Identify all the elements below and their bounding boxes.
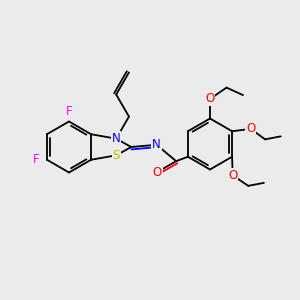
Text: N: N <box>152 138 161 151</box>
Text: F: F <box>66 104 72 118</box>
Text: O: O <box>246 122 255 135</box>
Text: O: O <box>228 169 237 182</box>
Text: O: O <box>153 166 162 178</box>
Text: N: N <box>112 132 121 145</box>
Text: O: O <box>206 92 214 106</box>
Text: S: S <box>112 149 120 162</box>
Text: F: F <box>33 153 40 166</box>
